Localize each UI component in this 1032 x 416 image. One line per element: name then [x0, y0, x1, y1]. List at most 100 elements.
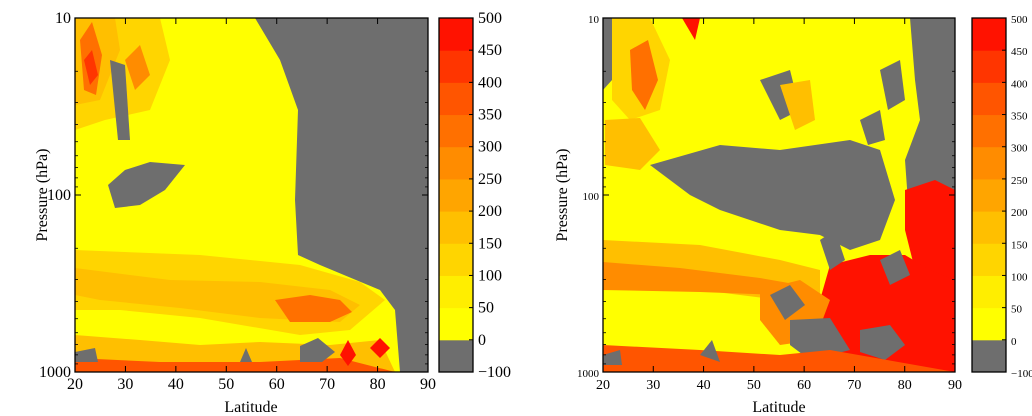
colorbar-bin [972, 146, 1006, 180]
right-colorbar-frame [971, 17, 1007, 373]
left-region-grey-spike [240, 348, 252, 362]
colorbar-tick-label: 50 [478, 300, 494, 317]
x-tick-label: 40 [697, 378, 711, 393]
right-region-grey-left-top [603, 18, 612, 90]
right-region-red-upper [630, 40, 658, 110]
right-region-grey-lower-5 [860, 325, 905, 360]
colorbar-tick-label: 400 [478, 74, 502, 91]
colorbar-tick-label: 50 [1011, 304, 1023, 316]
left-region-orange-spot [125, 45, 150, 90]
colorbar-bin [439, 178, 473, 212]
right-region-grey-lower-4 [790, 318, 850, 360]
colorbar-bin [972, 82, 1006, 116]
colorbar-tick-label: −100 [478, 364, 511, 381]
right-region-grey-lower-3 [880, 250, 910, 285]
left-region-red-diamond-1 [340, 340, 356, 366]
x-tick-label: 30 [646, 378, 660, 393]
colorbar-tick-label: 300 [478, 139, 502, 156]
y-tick-label: 1000 [39, 364, 71, 381]
left-y-ticks: 10 100 1000 [39, 10, 428, 381]
right-region-orange-mid [780, 80, 815, 130]
colorbar-bin [439, 307, 473, 341]
right-region-orange-left [605, 118, 660, 170]
colorbar-bin [439, 82, 473, 116]
colorbar-bin [439, 114, 473, 148]
colorbar-tick-label: 150 [478, 235, 502, 252]
colorbar-tick-label: 200 [478, 203, 502, 220]
left-region-grey-corner [75, 348, 98, 362]
y-tick-label: 10 [55, 10, 71, 27]
colorbar-bin [972, 275, 1006, 309]
x-tick-label: 30 [117, 376, 133, 393]
left-region-grey-streak [110, 60, 130, 140]
x-tick-label: 70 [847, 378, 861, 393]
x-tick-label: 60 [797, 378, 811, 393]
right-contour-field [603, 18, 955, 372]
x-tick-label: 90 [420, 376, 436, 393]
y-tick-label: 100 [47, 187, 71, 204]
colorbar-tick-label: 0 [478, 332, 486, 349]
right-region-grey-bottom-spike [700, 340, 720, 362]
colorbar-tick-label: 350 [478, 107, 502, 124]
colorbar-tick-label: 300 [1011, 143, 1028, 155]
colorbar-tick-label: 500 [1011, 14, 1028, 26]
colorbar-tick-label: 100 [478, 267, 502, 284]
colorbar-bin [972, 50, 1006, 83]
left-region-red-core [84, 50, 98, 85]
y-tick-label: 10 [588, 14, 600, 26]
colorbar-bin [972, 18, 1006, 51]
colorbar-tick-label: 200 [1011, 207, 1028, 219]
right-region-grey-lower-1 [770, 285, 805, 320]
colorbar-bin [439, 243, 473, 276]
colorbar-tick-label: 400 [1011, 78, 1028, 90]
right-region-red-top-spike [682, 18, 700, 40]
right-x-axis-label: Latitude [752, 399, 805, 416]
right-y-axis-label: Pressure (hPa) [554, 149, 571, 242]
right-region-grey-bottom-left [603, 350, 622, 365]
x-tick-label: 50 [747, 378, 761, 393]
x-tick-label: 50 [218, 376, 234, 393]
y-tick-label: 100 [583, 191, 600, 203]
colorbar-bin [972, 339, 1006, 373]
left-x-ticks: 20 30 40 50 60 70 80 90 [67, 18, 436, 393]
x-tick-label: 90 [948, 378, 962, 393]
left-colorbar-frame [438, 17, 474, 373]
left-x-axis-label: Latitude [224, 399, 277, 416]
colorbar-bin [972, 178, 1006, 212]
colorbar-tick-label: 250 [478, 171, 502, 188]
colorbar-tick-label: 0 [1011, 336, 1017, 348]
right-region-grey-lower-2 [820, 230, 845, 270]
x-tick-label: 60 [269, 376, 285, 393]
right-y-ticks: 10 100 1000 [577, 14, 955, 380]
colorbar-bin [439, 50, 473, 83]
colorbar-bin [972, 307, 1006, 341]
colorbar-bin [972, 243, 1006, 276]
left-region-grey-right [255, 18, 428, 372]
colorbar-bin [439, 211, 473, 244]
y-tick-label: 1000 [577, 368, 600, 380]
x-tick-label: 40 [168, 376, 184, 393]
x-tick-label: 20 [596, 378, 610, 393]
colorbar-bin [439, 18, 473, 51]
right-region-bottom-red [603, 345, 955, 372]
colorbar-bin [972, 114, 1006, 148]
left-region-grey-blob [108, 162, 185, 208]
right-colorbar [972, 18, 1006, 373]
left-region-grey-bottom [300, 338, 335, 362]
left-region-red-band [275, 295, 352, 322]
right-region-orange-band-2 [603, 262, 800, 295]
left-region-red-diamond-2 [370, 338, 390, 358]
colorbar-tick-label: 350 [1011, 111, 1028, 123]
colorbar-tick-label: 450 [1011, 46, 1028, 58]
colorbar-bin [439, 339, 473, 373]
x-tick-label: 80 [370, 376, 386, 393]
right-region-red-lower [810, 255, 955, 372]
colorbar-tick-label: 250 [1011, 175, 1028, 187]
colorbar-tick-label: 100 [1011, 271, 1028, 283]
x-tick-label: 20 [67, 376, 83, 393]
